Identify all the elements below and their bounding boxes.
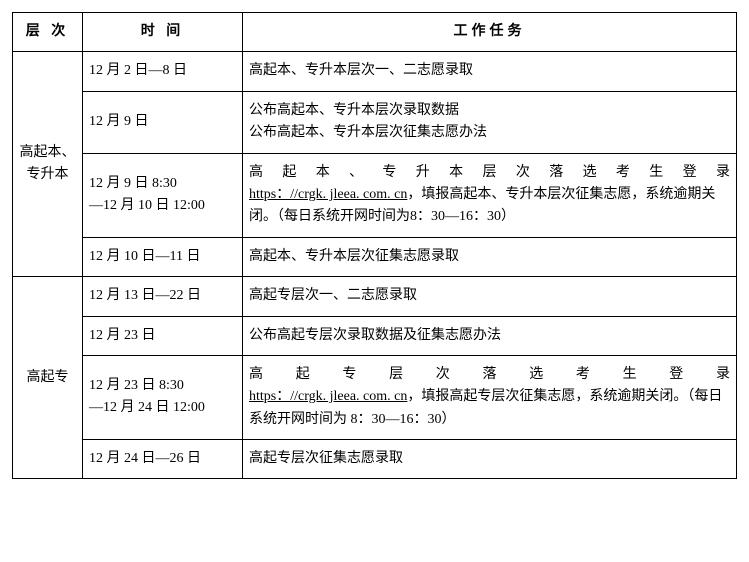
time-line: 12 月 9 日 8:30: [89, 176, 177, 191]
time-cell: 12 月 13 日—22 日: [83, 277, 243, 316]
header-row: 层 次 时 间 工作任务: [13, 13, 737, 52]
level-cell: 高起专: [13, 277, 83, 479]
table-row: 高起专 12 月 13 日—22 日 高起专层次一、二志愿录取: [13, 277, 737, 316]
time-cell: 12 月 23 日 8:30 —12 月 24 日 12:00: [83, 355, 243, 439]
task-cell: 公布高起专层次录取数据及征集志愿办法: [243, 316, 737, 355]
schedule-table: 层 次 时 间 工作任务 高起本、专升本 12 月 2 日—8 日 高起本、专升…: [12, 12, 737, 479]
task-dist-line: 高 起 本 、 专 升 本 层 次 落 选 考 生 登 录: [249, 162, 730, 184]
table-row: 高起本、专升本 12 月 2 日—8 日 高起本、专升本层次一、二志愿录取: [13, 52, 737, 91]
task-url: https：//crgk. jleea. com. cn: [249, 389, 407, 404]
table-row: 12 月 9 日 公布高起本、专升本层次录取数据 公布高起本、专升本层次征集志愿…: [13, 91, 737, 153]
level-cell: 高起本、专升本: [13, 52, 83, 277]
task-url: https：//crgk. jleea. com. cn: [249, 187, 407, 202]
time-line: 12 月 23 日 8:30: [89, 378, 184, 393]
table-row: 12 月 23 日 公布高起专层次录取数据及征集志愿办法: [13, 316, 737, 355]
table-row: 12 月 9 日 8:30 —12 月 10 日 12:00 高 起 本 、 专…: [13, 153, 737, 237]
time-line: —12 月 10 日 12:00: [89, 198, 205, 213]
table-row: 12 月 10 日—11 日 高起本、专升本层次征集志愿录取: [13, 237, 737, 276]
task-cell: 高 起 专 层 次 落 选 考 生 登 录 https：//crgk. jlee…: [243, 355, 737, 439]
task-line: 公布高起本、专升本层次征集志愿办法: [249, 125, 487, 140]
time-cell: 12 月 24 日—26 日: [83, 440, 243, 479]
time-cell: 12 月 23 日: [83, 316, 243, 355]
task-cell: 高起本、专升本层次一、二志愿录取: [243, 52, 737, 91]
time-cell: 12 月 9 日 8:30 —12 月 10 日 12:00: [83, 153, 243, 237]
time-line: —12 月 24 日 12:00: [89, 400, 205, 415]
task-cell: 高 起 本 、 专 升 本 层 次 落 选 考 生 登 录 https：//cr…: [243, 153, 737, 237]
header-task: 工作任务: [243, 13, 737, 52]
time-cell: 12 月 10 日—11 日: [83, 237, 243, 276]
task-cell: 高起专层次一、二志愿录取: [243, 277, 737, 316]
table-row: 12 月 24 日—26 日 高起专层次征集志愿录取: [13, 440, 737, 479]
time-cell: 12 月 9 日: [83, 91, 243, 153]
task-dist-line: 高 起 专 层 次 落 选 考 生 登 录: [249, 364, 730, 386]
task-cell: 公布高起本、专升本层次录取数据 公布高起本、专升本层次征集志愿办法: [243, 91, 737, 153]
table-row: 12 月 23 日 8:30 —12 月 24 日 12:00 高 起 专 层 …: [13, 355, 737, 439]
task-line: 公布高起本、专升本层次录取数据: [249, 103, 459, 118]
time-cell: 12 月 2 日—8 日: [83, 52, 243, 91]
task-cell: 高起专层次征集志愿录取: [243, 440, 737, 479]
header-level: 层 次: [13, 13, 83, 52]
task-cell: 高起本、专升本层次征集志愿录取: [243, 237, 737, 276]
header-time: 时 间: [83, 13, 243, 52]
